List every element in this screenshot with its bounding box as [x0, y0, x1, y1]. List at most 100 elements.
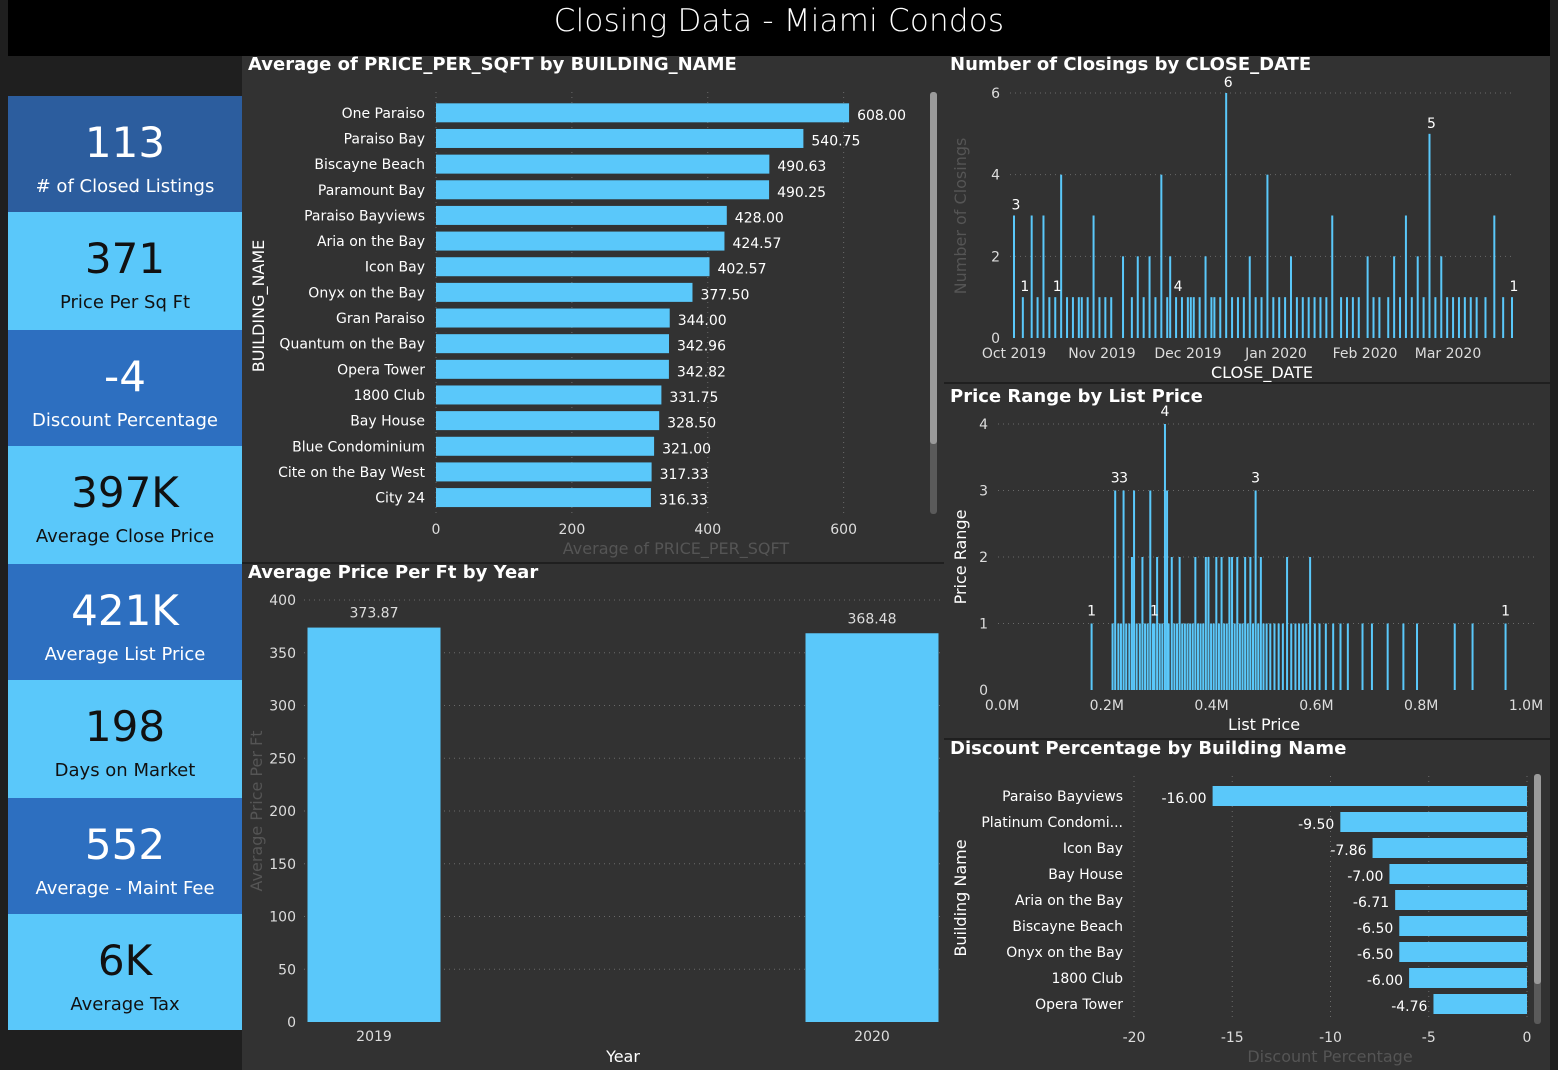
bar	[1298, 623, 1301, 690]
bar	[1207, 557, 1210, 690]
bar	[1175, 297, 1178, 338]
bar	[1475, 297, 1478, 338]
bar	[1236, 297, 1239, 338]
bar	[1071, 297, 1074, 338]
bar	[1228, 557, 1231, 690]
bar	[1128, 623, 1131, 690]
x-tick-label: -15	[1221, 1030, 1244, 1046]
kpi-label: # of Closed Listings	[35, 176, 215, 197]
x-tick-label: 200	[559, 522, 586, 538]
bar	[436, 180, 770, 200]
bar	[1241, 623, 1244, 690]
kpi-card: -4 Discount Percentage	[8, 330, 242, 446]
data-label: 331.75	[669, 390, 718, 406]
bar	[1399, 916, 1527, 936]
bar	[436, 282, 693, 302]
bar	[1144, 623, 1147, 690]
bar	[1173, 623, 1176, 690]
bar	[1156, 557, 1159, 690]
bar	[1273, 623, 1276, 690]
bar	[1167, 623, 1170, 690]
x-tick-label: Feb 2020	[1333, 346, 1398, 362]
data-label: 373.87	[350, 606, 399, 622]
bar	[1066, 297, 1069, 338]
x-tick-label: 600	[830, 522, 857, 538]
y-tick-label: 100	[269, 910, 296, 926]
bar	[436, 231, 725, 251]
bar	[1225, 623, 1228, 690]
bar	[1225, 93, 1228, 338]
bar	[1077, 297, 1080, 338]
y-tick-label: 4	[991, 168, 1000, 184]
y-axis-title: Number of Closings	[951, 138, 970, 295]
bar	[1117, 623, 1120, 690]
chart-title-price-range: Price Range by List Price	[950, 386, 1203, 407]
scrollbar-thumb	[930, 92, 937, 444]
bar	[1013, 215, 1015, 338]
bar	[1153, 623, 1156, 690]
bar	[1399, 942, 1527, 962]
y-tick-label: 350	[269, 646, 296, 662]
kpi-card: 421K Average List Price	[8, 564, 242, 680]
bar	[1346, 623, 1349, 690]
bar	[1181, 623, 1184, 690]
bar	[1433, 994, 1527, 1014]
bar	[1484, 297, 1487, 338]
bar	[1138, 623, 1141, 690]
data-label: 342.82	[677, 364, 726, 380]
data-label: 3	[1012, 198, 1021, 214]
bar	[1021, 297, 1024, 338]
bar	[1161, 623, 1164, 690]
bar	[1160, 174, 1163, 338]
data-label: 368.48	[848, 611, 897, 627]
bar	[1114, 490, 1117, 690]
bar	[1086, 297, 1089, 338]
data-label: -6.71	[1353, 895, 1389, 911]
x-tick-label: 0.8M	[1404, 698, 1438, 714]
x-axis-title: Discount Percentage	[1247, 1047, 1412, 1066]
x-tick-label: 400	[694, 522, 721, 538]
bar	[1345, 297, 1348, 338]
bar	[1290, 623, 1293, 690]
x-tick-label: 1.0M	[1509, 698, 1543, 714]
data-label: -9.50	[1298, 817, 1334, 833]
bar	[1410, 297, 1413, 338]
bar	[1199, 623, 1202, 690]
bar	[1210, 623, 1213, 690]
kpi-card: 397K Average Close Price	[8, 446, 242, 564]
bar	[1265, 623, 1268, 690]
bar	[1130, 557, 1133, 690]
bar	[1277, 623, 1280, 690]
category-label: Opera Tower	[1035, 997, 1123, 1013]
data-label: 402.57	[718, 262, 767, 278]
bar	[1402, 623, 1405, 690]
y-tick-label: 0	[991, 331, 1000, 347]
kpi-value: 397K	[71, 468, 179, 517]
kpi-label: Price Per Sq Ft	[59, 292, 191, 313]
panel-price-per-ft-by-year: Average Price Per Ft by Year 0 50 100 150 20…	[242, 562, 944, 1070]
bar	[1220, 557, 1223, 690]
bar	[1249, 557, 1252, 690]
x-tick-label: 0.0M	[985, 698, 1019, 714]
data-label: 428.00	[735, 210, 784, 226]
kpi-value: 421K	[71, 586, 179, 635]
x-tick-label: 0	[1523, 1030, 1532, 1046]
bar	[1196, 623, 1199, 690]
bar	[1080, 297, 1083, 338]
y-tick-label: 50	[278, 962, 296, 978]
bar	[1504, 623, 1507, 690]
bar	[1204, 557, 1207, 690]
bar	[436, 257, 710, 277]
bar	[1217, 623, 1220, 690]
bar	[436, 205, 727, 225]
bar	[1469, 297, 1472, 338]
bar	[1215, 557, 1218, 690]
bar	[1151, 623, 1154, 690]
bar	[1231, 297, 1234, 338]
y-tick-label: 150	[269, 857, 296, 873]
y-tick-label: 6	[991, 86, 1000, 102]
bar	[1042, 215, 1045, 338]
bar	[1231, 557, 1234, 690]
bar	[1372, 297, 1375, 338]
bar	[436, 103, 850, 123]
